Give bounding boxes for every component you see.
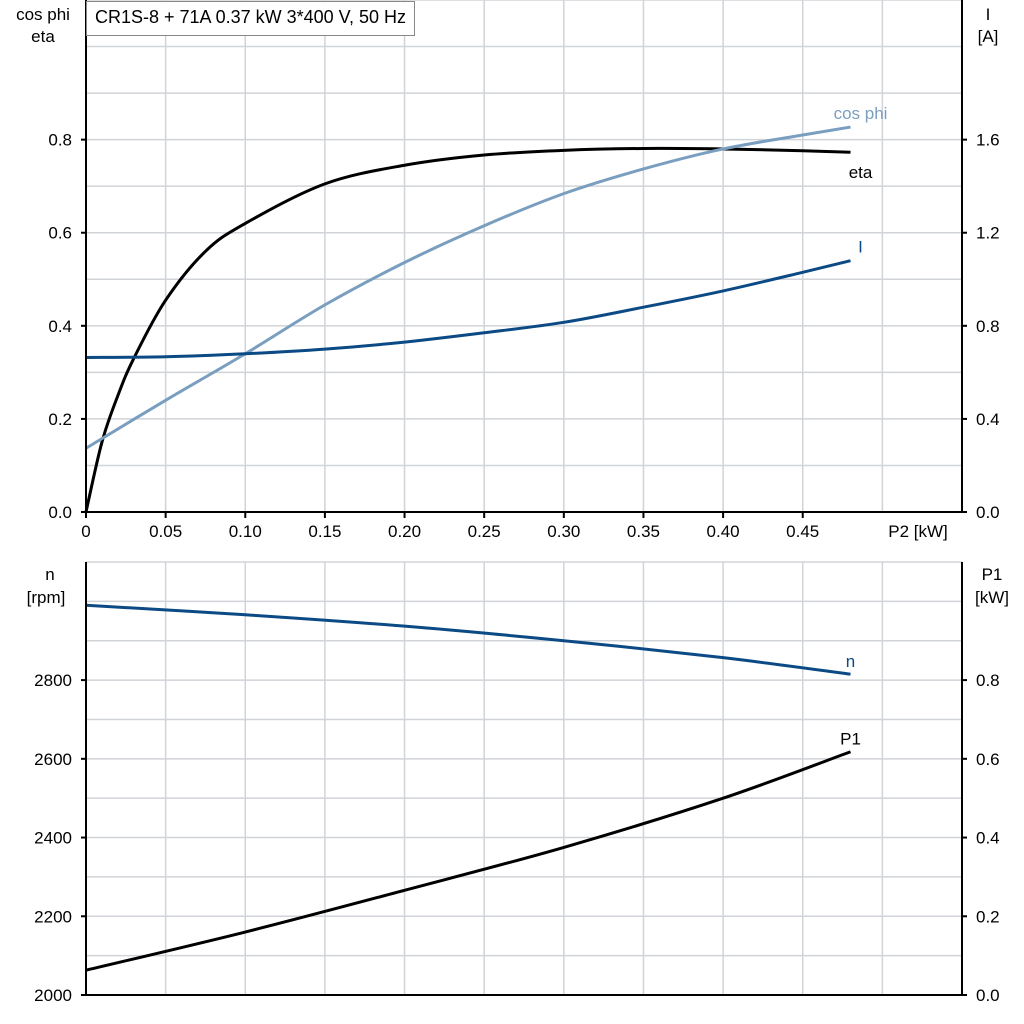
y-right-tick-label: 0.0	[976, 503, 1000, 522]
y-left-tick-label: 0.0	[48, 503, 72, 522]
series-line-cos-phi	[85, 125, 851, 450]
x-tick-label: 0.15	[308, 522, 341, 541]
y-right-tick-label: 1.2	[976, 224, 1000, 243]
x-tick-label: 0.45	[786, 522, 819, 541]
bottom-y-left-label-1: n	[45, 565, 54, 584]
bottom-y-right-label-2: [kW]	[975, 588, 1009, 607]
series-lines	[84, 125, 852, 972]
y-right-tick-label: 0.4	[976, 829, 1000, 848]
y-right-tick-label: 0.8	[976, 671, 1000, 690]
series-label-eta: eta	[849, 163, 873, 182]
y-left-tick-label: 0.8	[48, 131, 72, 150]
x-tick-label: 0.10	[229, 522, 262, 541]
bottom-y-left-label-2: [rpm]	[27, 588, 66, 607]
x-tick-label: 0	[81, 522, 90, 541]
y-right-tick-label: 0.6	[976, 750, 1000, 769]
bottom-y-right-label-1: P1	[982, 565, 1003, 584]
y-right-tick-label: 0.8	[976, 317, 1000, 336]
series-label-n: n	[846, 652, 855, 671]
y-left-tick-label: 0.4	[48, 317, 72, 336]
top-y-left-label-2: eta	[31, 27, 55, 46]
x-axis-label: P2 [kW]	[888, 522, 948, 541]
y-right-tick-label: 0.0	[976, 986, 1000, 1005]
series-label-P1: P1	[840, 730, 861, 749]
top-grid	[86, 0, 962, 512]
top-y-left-label-1: cos phi	[16, 5, 70, 24]
y-left-tick-label: 2600	[34, 750, 72, 769]
x-tick-label: 0.40	[707, 522, 740, 541]
series-label-cos-phi: cos phi	[834, 104, 888, 123]
y-right-tick-label: 0.2	[976, 907, 1000, 926]
y-left-tick-label: 0.6	[48, 224, 72, 243]
bottom-grid	[86, 561, 962, 995]
series-line-eta	[84, 146, 851, 513]
x-tick-label: 0.25	[468, 522, 501, 541]
x-tick-label: 0.20	[388, 522, 421, 541]
y-right-tick-label: 1.6	[976, 131, 1000, 150]
y-left-tick-label: 0.2	[48, 410, 72, 429]
chart-title: CR1S-8 + 71A 0.37 kW 3*400 V, 50 Hz	[86, 1, 416, 36]
y-left-tick-label: 2000	[34, 986, 72, 1005]
y-right-tick-label: 0.4	[976, 410, 1000, 429]
y-left-tick-label: 2400	[34, 829, 72, 848]
axes	[81, 0, 967, 996]
series-line-I	[85, 259, 851, 359]
top-y-right-label-1: I	[986, 5, 991, 24]
series-label-I: I	[858, 238, 863, 257]
x-tick-label: 0.05	[149, 522, 182, 541]
x-tick-label: 0.35	[627, 522, 660, 541]
top-y-right-label-2: [A]	[978, 27, 999, 46]
y-left-tick-label: 2800	[34, 671, 72, 690]
x-tick-label: 0.30	[547, 522, 580, 541]
tick-labels: 0.0 0.2 0.4 0.6 0.8 0.0 0.4 0.8 1.2 1.6 0 0.05 0.10 0…	[34, 104, 999, 1005]
series-line-P1	[85, 750, 852, 972]
series-line-n	[85, 603, 851, 676]
y-left-tick-label: 2200	[34, 907, 72, 926]
